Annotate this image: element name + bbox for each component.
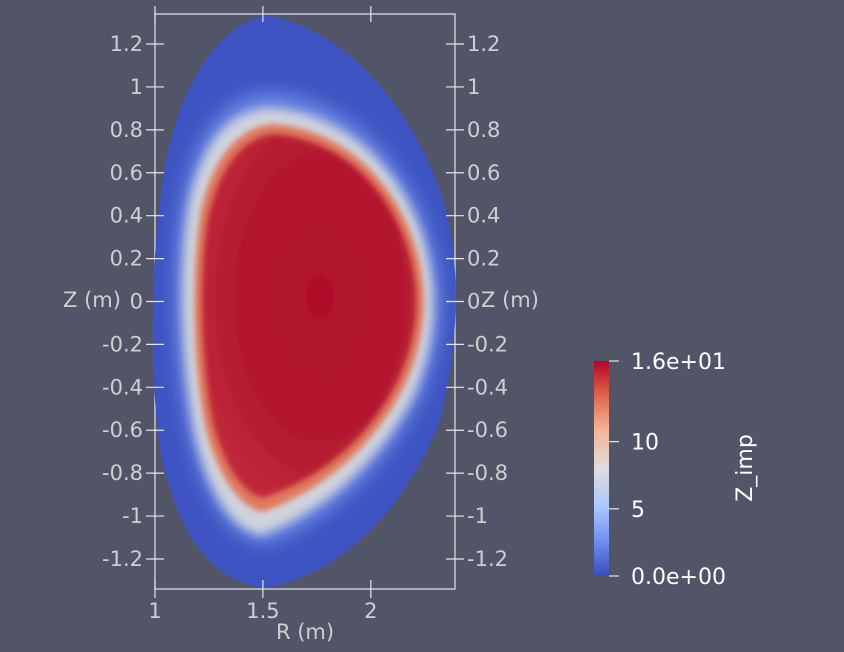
colorbar [594, 361, 609, 576]
y-tick-label-left: 0 [130, 290, 143, 314]
colorbar-tick-label: 5 [631, 498, 645, 523]
y-tick-label-left: -0.2 [102, 332, 143, 356]
colorbar-tick-label: 0.0e+00 [631, 565, 726, 590]
y-tick-label-left: -0.6 [102, 418, 143, 442]
y-tick-label-right: -0.2 [467, 332, 508, 356]
y-tick-label-right: 0.6 [467, 161, 500, 185]
colorbar-tick-label: 10 [631, 431, 659, 456]
y-tick-label-right: 1 [467, 75, 480, 99]
y-tick-label-right: 0 [467, 290, 480, 314]
y-tick-label-left: 0.4 [110, 204, 143, 228]
field-core [202, 134, 417, 498]
y-tick-label-left: 0.6 [110, 161, 143, 185]
colorbar-tick-label: 1.6e+01 [631, 350, 726, 375]
y-tick-label-right: 0.8 [467, 118, 500, 142]
y-tick-label-left: 0.8 [110, 118, 143, 142]
x-axis-title: R (m) [276, 620, 334, 644]
y-axis-title-left: Z (m) [63, 288, 121, 312]
y-tick-label-right: 1.2 [467, 32, 500, 56]
x-tick-label: 2 [364, 599, 377, 623]
y-tick-label-right: -1 [467, 504, 488, 528]
y-tick-label-right: -0.8 [467, 461, 508, 485]
y-tick-label-left: 1 [130, 75, 143, 99]
y-tick-label-right: 0.2 [467, 247, 500, 271]
y-tick-label-left: -0.8 [102, 461, 143, 485]
y-tick-label-left: -1.2 [102, 547, 143, 571]
y-tick-label-right: -0.4 [467, 375, 508, 399]
y-axis-title-right: Z (m) [481, 288, 539, 312]
y-tick-label-right: 0.4 [467, 204, 500, 228]
colorbar-title: Z_imp [733, 434, 758, 502]
y-tick-label-left: -1 [122, 504, 143, 528]
x-tick-label: 1.5 [246, 599, 279, 623]
plasma-field [152, 15, 456, 588]
ticks-layer: 1.2 1.2 1 1 0.8 0.8 0.6 0.6 0.4 0.4 0.2 0.2 0 0 -0.2 -0… [102, 6, 726, 623]
y-tick-label-right: -1.2 [467, 547, 508, 571]
y-tick-label-left: -0.4 [102, 375, 143, 399]
y-tick-label-right: -0.6 [467, 418, 508, 442]
y-tick-label-left: 0.2 [110, 247, 143, 271]
x-tick-label: 1 [148, 599, 161, 623]
y-tick-label-left: 1.2 [110, 32, 143, 56]
